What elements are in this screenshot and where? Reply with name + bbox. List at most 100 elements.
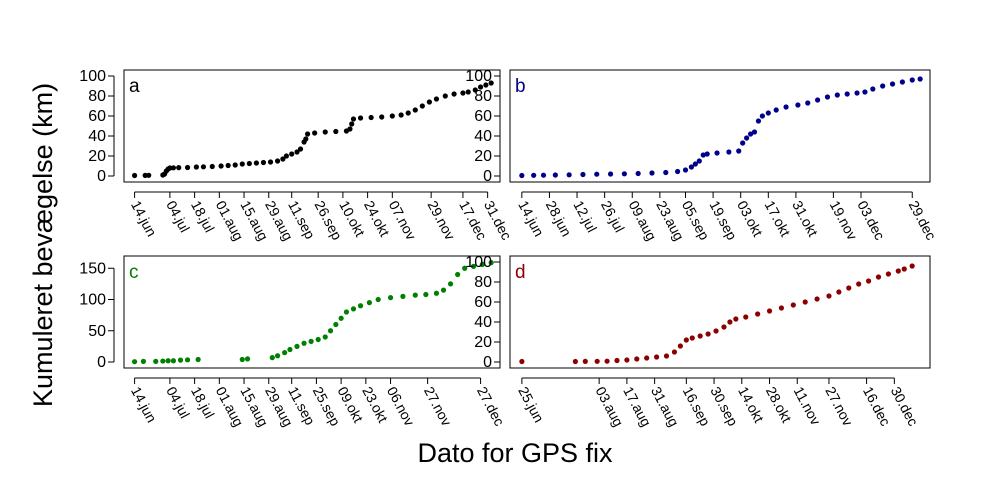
data-point [682,167,689,173]
data-point [572,358,578,365]
data-point [297,146,304,152]
data-point [301,340,307,346]
data-point [368,114,374,121]
data-point [433,290,440,296]
data-point [253,160,259,166]
data-point [349,121,355,127]
data-point [824,94,831,100]
data-point [826,293,832,299]
y-tick-label: 100 [465,254,492,271]
data-point [322,129,328,135]
y-tick-label: 100 [465,68,492,85]
data-point [246,160,252,167]
y-tick-label: 150 [79,260,106,277]
data-point [607,171,614,177]
data-point [315,336,321,343]
data-point [740,140,746,146]
x-tick-label: 31.okt [789,198,821,239]
data-point [312,130,318,136]
data-point [704,151,710,157]
data-point [225,162,231,169]
data-point [244,356,251,362]
y-tick-label: 60 [474,294,492,311]
data-point [705,331,711,337]
data-point [477,84,484,90]
y-axis-label: Kumuleret bevægelse (km) [28,83,58,407]
data-point [176,165,182,171]
data-point [269,355,275,361]
x-tick-label: 25.jun [515,384,547,425]
data-point [239,161,245,167]
data-point [624,357,630,363]
x-tick-label: 29.nov [425,198,459,243]
data-point [582,358,588,364]
data-point [663,169,669,176]
x-tick-label: 06.nov [384,384,418,429]
y-tick-label: 20 [474,334,492,351]
data-point [649,170,655,176]
data-point [322,334,328,340]
panel-letter: b [515,76,526,97]
data-point [580,171,586,178]
data-point [540,172,547,178]
data-point [856,281,862,287]
y-tick-label: 0 [483,354,492,371]
data-point [566,172,572,178]
data-point [700,152,706,158]
data-point [239,356,245,363]
y-tick-label: 60 [88,108,106,125]
data-point [308,338,314,344]
data-point [160,358,166,364]
data-point [472,87,478,93]
data-point [433,96,440,102]
data-point [398,112,404,118]
plot-frame [509,255,931,369]
y-tick-label: 100 [79,292,106,309]
data-point [895,268,901,274]
data-point [621,171,627,177]
y-tick-label: 100 [79,68,106,85]
data-point [766,308,773,314]
data-point [765,110,771,116]
data-point [289,151,295,157]
data-point [451,91,457,97]
data-point [917,76,923,82]
data-point [727,319,733,325]
x-tick-label: 27.nov [822,384,856,429]
data-point [594,171,600,177]
data-point [447,281,454,287]
data-point [744,135,750,141]
data-point [282,350,288,356]
x-tick-label: 11.nov [791,384,824,428]
data-point [462,265,468,271]
y-tick-label: 40 [474,314,492,331]
data-point [218,163,224,169]
data-point [805,100,811,106]
y-tick-label: 80 [474,274,492,291]
data-point [333,321,339,328]
data-point [146,172,152,178]
data-point [153,358,159,364]
x-tick-label: 29.dec [906,198,940,243]
data-point [880,83,886,89]
data-point [531,172,537,178]
data-point [260,159,267,166]
data-point [274,353,281,359]
data-point [634,356,640,362]
data-point [184,357,191,363]
data-point [140,358,147,364]
y-tick-label: 50 [88,323,106,340]
data-point [184,164,191,171]
data-point [327,328,334,334]
data-point [614,357,620,364]
plot-frame [509,69,931,183]
data-point [200,164,207,170]
data-point [131,172,138,179]
data-point [479,261,485,268]
data-point [675,168,681,175]
data-point [195,356,201,363]
data-point [303,136,309,142]
data-point [875,274,882,280]
data-point [714,150,720,156]
